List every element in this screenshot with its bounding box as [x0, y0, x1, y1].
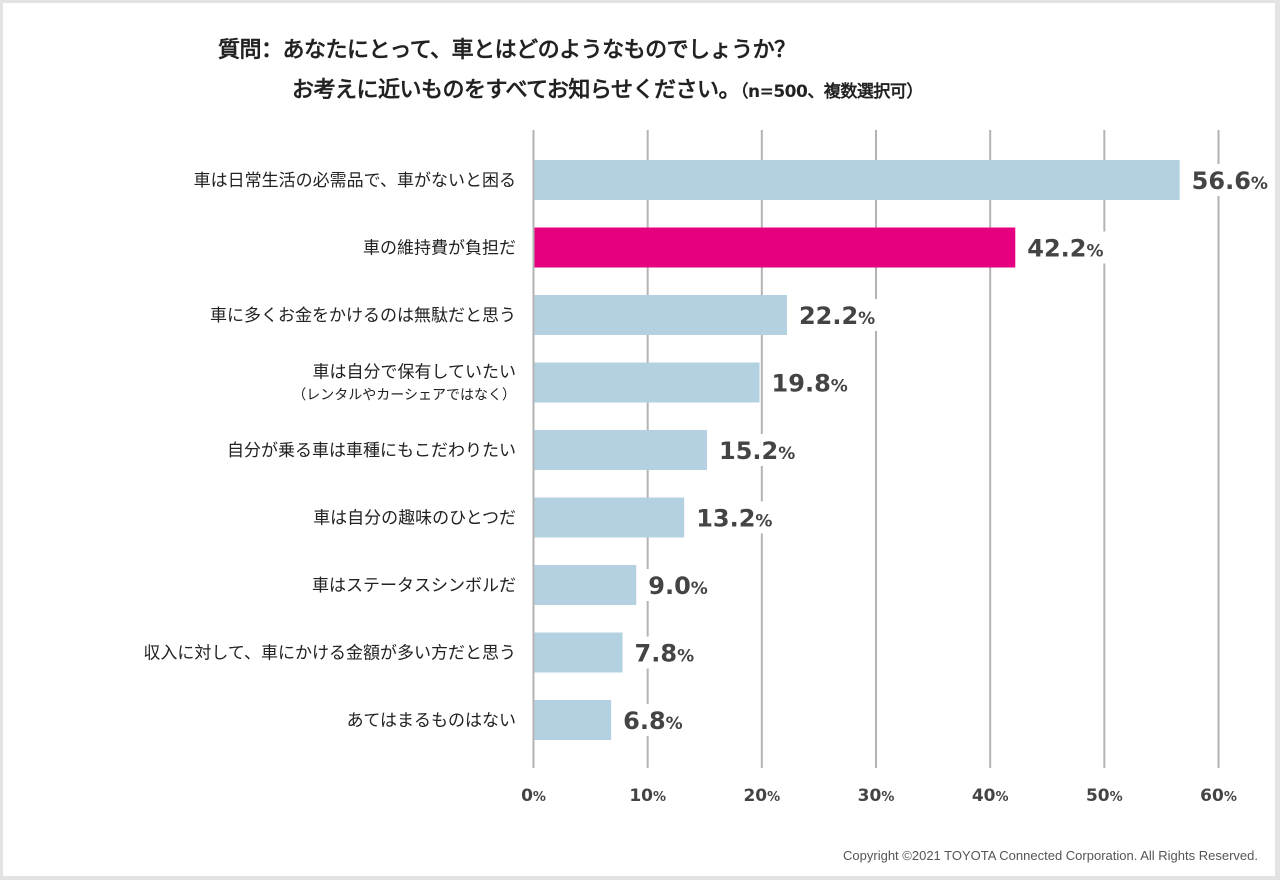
- data-label: 15.2%: [719, 437, 795, 465]
- data-label: 9.0%: [648, 572, 708, 600]
- x-tick-value: 30: [858, 786, 882, 806]
- data-label-unit: %: [778, 444, 795, 464]
- category-label: 車の維持費が負担だ: [363, 239, 516, 259]
- x-tick-unit: %: [533, 790, 546, 805]
- data-label-background: [1189, 164, 1270, 196]
- data-label-value: 22.2: [799, 302, 858, 330]
- data-label: 6.8%: [623, 707, 683, 735]
- chart-title: 質問：あなたにとって、車とはどのようなものでしょうか？ お考えに近いものをすべて…: [0, 0, 1280, 110]
- x-tick-unit: %: [653, 790, 666, 805]
- data-label-unit: %: [1087, 242, 1104, 262]
- title-instruction-text: お考えに近いものをすべてお知らせください。: [292, 78, 740, 103]
- bar: [534, 632, 623, 673]
- data-label-value: 42.2: [1027, 235, 1086, 263]
- category-label: 車は自分の趣味のひとつだ: [313, 509, 516, 529]
- bar: [534, 362, 760, 403]
- data-label: 7.8%: [635, 640, 695, 668]
- data-label-value: 13.2: [696, 505, 755, 533]
- category-label: 車はステータスシンボルだ: [312, 576, 516, 596]
- x-tick-value: 40: [972, 786, 996, 806]
- x-tick-label: 10%: [629, 786, 666, 806]
- data-label-unit: %: [1251, 174, 1268, 194]
- x-tick-label: 20%: [743, 786, 780, 806]
- bar: [534, 700, 612, 740]
- x-tick-label: 60%: [1200, 786, 1237, 806]
- category-label: 車は日常生活の必需品で、車がないと困る: [194, 171, 516, 191]
- bar: [534, 295, 787, 335]
- data-label-background: [796, 299, 878, 331]
- data-label-value: 9.0: [648, 572, 691, 600]
- bar: [534, 497, 685, 538]
- x-tick-label: 40%: [972, 786, 1009, 806]
- x-tick-value: 20: [743, 786, 767, 806]
- data-label: 42.2%: [1027, 235, 1103, 263]
- title-question-line: 質問：あなたにとって、車とはどのようなものでしょうか？: [218, 38, 796, 63]
- data-label-background: [646, 569, 710, 601]
- x-tick-label: 0%: [521, 786, 546, 806]
- x-tick-unit: %: [767, 790, 780, 805]
- data-label-background: [1025, 231, 1106, 264]
- category-label: 自分が乗る車は車種にもこだわりたい: [227, 441, 516, 461]
- x-tick-unit: %: [1224, 790, 1237, 805]
- data-label-value: 15.2: [719, 437, 778, 465]
- bar-highlighted: [534, 227, 1016, 268]
- data-label: 19.8%: [772, 370, 848, 398]
- x-tick-value: 60: [1200, 786, 1224, 806]
- x-tick-unit: %: [995, 790, 1008, 805]
- bar: [534, 430, 708, 470]
- bar: [534, 565, 637, 605]
- x-tick-value: 50: [1086, 786, 1110, 806]
- data-label-value: 6.8: [623, 707, 666, 735]
- data-label-value: 56.6: [1192, 167, 1251, 195]
- data-label-unit: %: [858, 309, 875, 329]
- data-label-value: 7.8: [635, 640, 678, 668]
- title-instruction-line: お考えに近いものをすべてお知らせください。（n=500、複数選択可）: [292, 72, 923, 104]
- data-label: 56.6%: [1192, 167, 1268, 195]
- category-label: 車は自分で保有していたい: [313, 363, 517, 383]
- category-sublabel: （レンタルやカーシェアではなく）: [292, 388, 516, 404]
- x-tick-value: 0: [521, 786, 533, 806]
- data-label-unit: %: [666, 714, 683, 734]
- data-label-value: 19.8: [772, 370, 831, 398]
- data-label-unit: %: [677, 647, 694, 667]
- data-label: 22.2%: [799, 302, 875, 330]
- title-sample-note: （n=500、複数選択可）: [739, 82, 923, 102]
- data-label-unit: %: [755, 512, 772, 532]
- data-label-unit: %: [691, 579, 708, 599]
- data-label-unit: %: [831, 377, 848, 397]
- x-tick-label: 50%: [1086, 786, 1123, 806]
- x-tick-unit: %: [1110, 790, 1123, 805]
- x-tick-unit: %: [881, 790, 894, 805]
- category-label: 収入に対して、車にかける金額が多い方だと思う: [143, 644, 516, 664]
- x-tick-value: 10: [629, 786, 653, 806]
- data-label-background: [694, 501, 775, 534]
- data-label-background: [621, 704, 685, 736]
- category-label: あてはまるものはない: [347, 711, 516, 731]
- copyright-notice: Copyright ©2021 TOYOTA Connected Corpora…: [843, 848, 1258, 863]
- x-tick-label: 30%: [858, 786, 895, 806]
- data-label-background: [769, 366, 850, 399]
- data-label-background: [717, 434, 798, 466]
- bar: [534, 160, 1180, 200]
- data-label-background: [632, 636, 697, 669]
- category-label: 車に多くお金をかけるのは無駄だと思う: [210, 306, 516, 326]
- data-label: 13.2%: [696, 505, 772, 533]
